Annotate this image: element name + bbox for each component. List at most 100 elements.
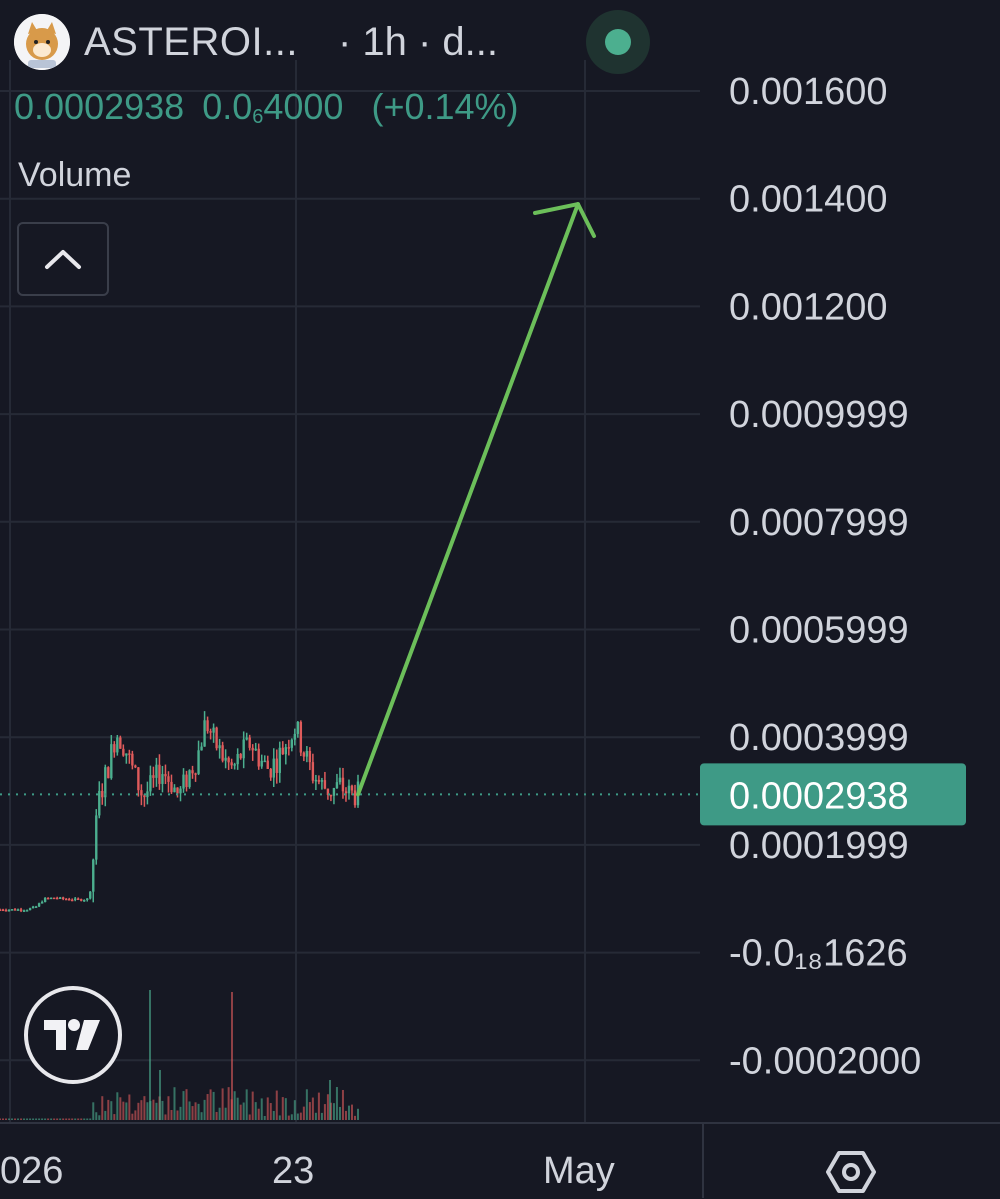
candle-body: [137, 767, 140, 791]
volume-bar: [272, 1110, 275, 1120]
volume-bar: [260, 1098, 263, 1120]
y-tick-label: 0.001200: [729, 286, 888, 328]
volume-bar: [53, 1118, 56, 1120]
volume-bar: [143, 1096, 146, 1120]
volume-bar: [209, 1089, 212, 1120]
volume-bar: [357, 1108, 359, 1120]
volume-bar: [164, 1114, 167, 1120]
candle-body: [4, 910, 8, 912]
volume-bar: [269, 1103, 272, 1120]
y-tick-label: 0.0009999: [729, 394, 909, 436]
volume-bar: [56, 1118, 59, 1120]
shiba-astronaut-avatar[interactable]: [14, 14, 70, 70]
volume-bar: [32, 1118, 35, 1120]
volume-bar: [308, 1102, 311, 1120]
volume-bar: [287, 1115, 290, 1120]
candle-body: [95, 815, 98, 860]
volume-bar: [62, 1118, 65, 1120]
volume-bar: [71, 1118, 74, 1120]
candle-body: [224, 757, 227, 761]
candle-body: [236, 754, 239, 765]
candle-body: [353, 790, 357, 806]
candle-body: [28, 908, 32, 911]
volume-bar: [341, 1089, 344, 1120]
volume-bar: [119, 1097, 122, 1120]
volume-bar: [290, 1114, 293, 1120]
candle-body: [230, 762, 233, 766]
candle-body: [302, 752, 306, 757]
candle-body: [197, 750, 200, 774]
volume-bar: [14, 1118, 17, 1120]
candle-body: [164, 774, 167, 777]
candle-body: [52, 897, 56, 900]
candle-body: [98, 790, 101, 816]
volume-bar: [257, 1108, 260, 1120]
volume-bar: [233, 1091, 236, 1120]
volume-bar: [231, 992, 233, 1120]
candle-body: [58, 897, 62, 899]
volume-label[interactable]: Volume: [18, 156, 132, 194]
candle-body: [1, 909, 5, 912]
candle-body: [89, 891, 92, 899]
candle-body: [341, 777, 345, 792]
hexagon-settings-icon[interactable]: [826, 1150, 876, 1194]
candle-body: [92, 859, 95, 892]
candle-body: [167, 776, 170, 782]
candle-body: [110, 744, 113, 779]
volume-bar: [191, 1106, 194, 1120]
volume-bar: [146, 1102, 149, 1120]
volume-bar: [338, 1106, 341, 1120]
volume-bar: [0, 1118, 1, 1120]
volume-bar: [305, 1089, 308, 1120]
interval-label[interactable]: · 1h · d...: [337, 19, 498, 64]
y-tick-label: 0.0001999: [729, 825, 909, 867]
candle-body: [74, 898, 77, 900]
volume-bar: [314, 1112, 317, 1120]
candle-body: [107, 767, 110, 779]
candle-body: [305, 750, 309, 757]
candle-body: [239, 754, 242, 759]
collapse-button[interactable]: [17, 222, 109, 296]
candle-body: [161, 774, 164, 784]
candle-body: [61, 897, 65, 899]
volume-bar: [107, 1099, 110, 1120]
volume-bar: [59, 1118, 62, 1120]
symbol-title[interactable]: ASTEROI...: [84, 19, 298, 64]
volume-bar: [179, 1106, 182, 1120]
volume-bar: [188, 1101, 191, 1120]
candle-body: [83, 899, 86, 902]
volume-bar: [170, 1109, 173, 1120]
volume-bar: [95, 1112, 98, 1120]
volume-bar: [197, 1103, 200, 1120]
candle-body: [242, 739, 245, 759]
candle-body: [284, 747, 287, 755]
volume-bar: [159, 1070, 161, 1120]
candle-body: [320, 780, 324, 782]
candle-body: [134, 765, 137, 768]
y-tick-label: 0.0005999: [729, 610, 909, 652]
volume-bar: [140, 1100, 143, 1120]
candle-body: [221, 745, 224, 761]
price-change: 0.064000: [202, 86, 344, 128]
candle-body: [350, 785, 354, 791]
tradingview-logo-icon[interactable]: [24, 986, 122, 1084]
candle-body: [7, 909, 11, 912]
candle-body: [173, 787, 176, 793]
candle-body: [317, 779, 321, 782]
candle-body: [260, 760, 263, 767]
volume-bar: [182, 1091, 185, 1120]
volume-bar: [311, 1097, 314, 1120]
volume-bar: [167, 1096, 170, 1120]
current-price-tag: [700, 763, 966, 826]
volume-bar: [335, 1087, 338, 1120]
volume-bar: [353, 1115, 356, 1120]
candle-body: [287, 747, 291, 749]
status-dot-icon: [605, 29, 631, 55]
volume-bar: [80, 1118, 83, 1120]
volume-bar: [218, 1107, 221, 1120]
candle-body: [104, 767, 107, 798]
volume-bar: [17, 1118, 20, 1120]
volume-bar: [320, 1112, 323, 1120]
candle-body: [251, 747, 254, 751]
